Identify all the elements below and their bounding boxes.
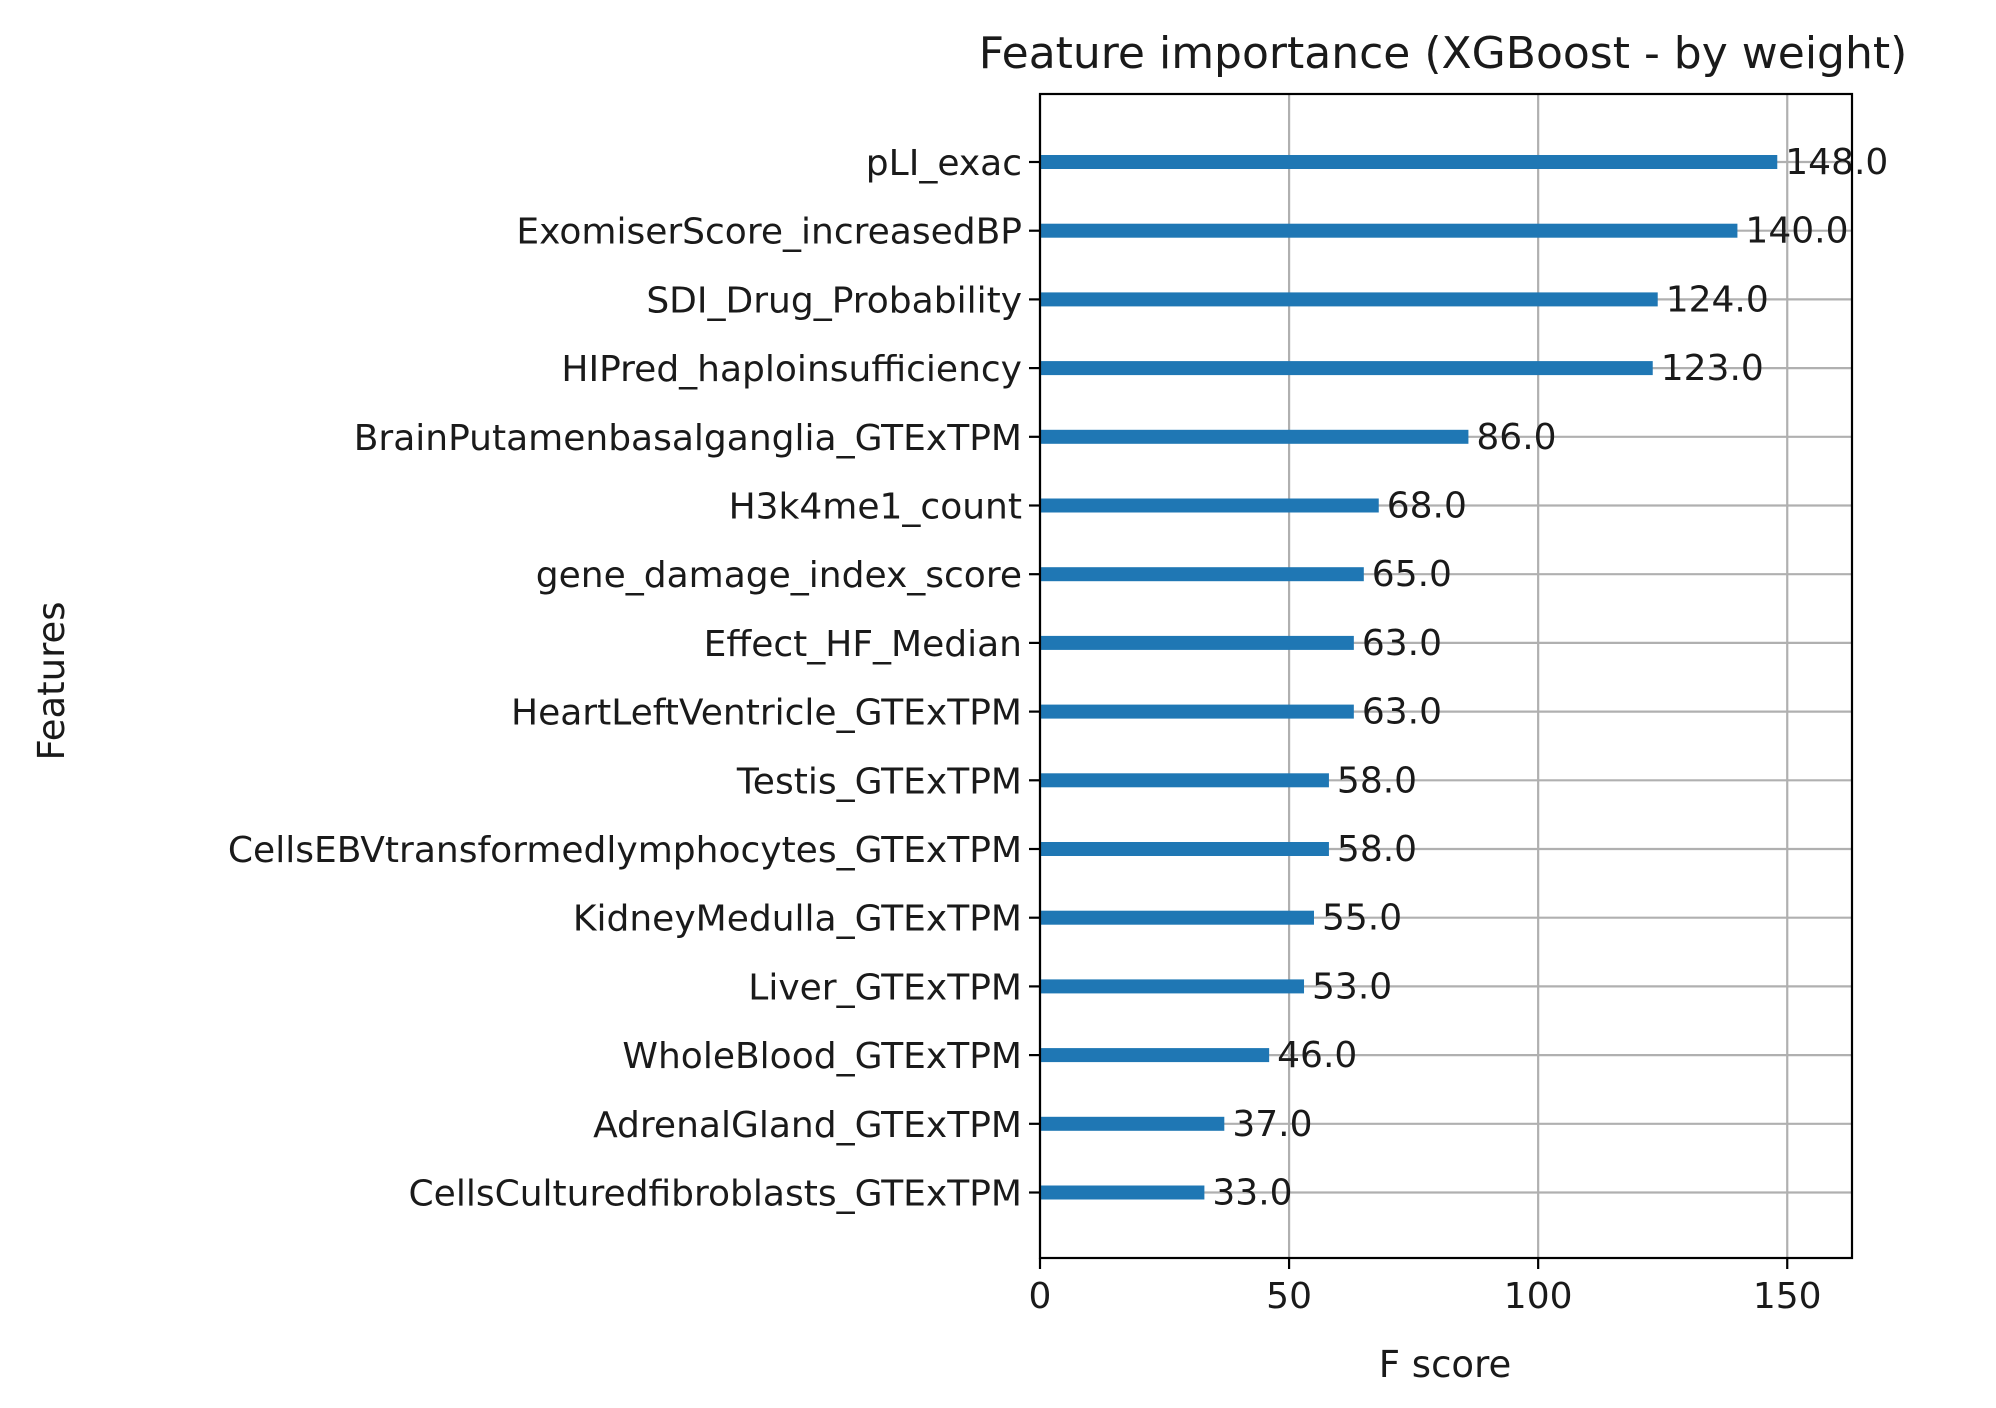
bar-value-label: 33.0 — [1212, 1173, 1292, 1214]
plot-frame — [1038, 92, 1854, 1260]
y-tick-label: ExomiserScore_increasedBP — [516, 212, 1022, 253]
bar-value-label: 58.0 — [1337, 829, 1417, 870]
x-tick-label: 150 — [1753, 1276, 1822, 1317]
data-labels: 148.0 140.0 124.0 123.0 86.068.0 65.0 63.0 63.0… — [1212, 142, 1888, 1214]
bar — [1040, 1185, 1205, 1200]
bar — [1040, 223, 1738, 238]
bar-value-label: 63.0 — [1362, 623, 1442, 664]
x-tick-label: 100 — [1504, 1276, 1573, 1317]
bar-value-label: 148.0 — [1785, 142, 1888, 183]
y-tick-label: gene_damage_index_score — [536, 555, 1022, 596]
bar — [1040, 842, 1329, 856]
x-tick-label: 0 — [1029, 1276, 1052, 1317]
x-axis-title: F score — [1379, 1343, 1511, 1386]
y-tick-labels: pLI_exac ExomiserScore_increasedBP SDI_Dru… — [228, 143, 1022, 1215]
bar-value-label: 53.0 — [1312, 966, 1392, 1007]
y-tick-label: CellsCulturedfibroblasts_GTExTPM — [409, 1174, 1022, 1215]
bar-value-label: 55.0 — [1322, 898, 1402, 939]
bar-value-label: 63.0 — [1362, 692, 1442, 733]
bar-value-label: 68.0 — [1387, 486, 1467, 527]
bar-value-label: 140.0 — [1745, 211, 1848, 252]
bar — [1040, 292, 1658, 307]
y-tick-label: H3k4me1_count — [729, 487, 1022, 528]
y-tick-label: KidneyMedulla_GTExTPM — [573, 899, 1022, 940]
y-tick-label: BrainPutamenbasalganglia_GTExTPM — [354, 418, 1022, 459]
bar — [1040, 635, 1354, 650]
bar — [1040, 361, 1653, 376]
y-tick-label: SDI_Drug_Probability — [646, 280, 1022, 321]
y-tick-label: Liver_GTExTPM — [748, 967, 1022, 1008]
y-tick-label: AdrenalGland_GTExTPM — [593, 1105, 1022, 1146]
y-tick-label: pLI_exac — [866, 143, 1022, 184]
bar — [1040, 498, 1379, 513]
bar-value-label: 86.0 — [1476, 417, 1556, 458]
y-tick-label: HeartLeftVentricle_GTExTPM — [511, 693, 1022, 734]
bar — [1040, 429, 1469, 444]
x-axis: 0 50 100 150 — [1029, 160, 1822, 1317]
bar — [1040, 1116, 1225, 1131]
y-tick-label: HIPred_haploinsufficiency — [561, 349, 1022, 390]
bars — [1040, 155, 1778, 1200]
bar-value-label: 124.0 — [1666, 279, 1769, 320]
bar-value-label: 46.0 — [1277, 1035, 1357, 1076]
bar-value-label: 65.0 — [1372, 554, 1452, 595]
bar — [1040, 704, 1354, 719]
bar — [1040, 1048, 1270, 1063]
bar — [1040, 979, 1305, 994]
bar-value-label: 123.0 — [1661, 348, 1764, 389]
y-axis-title: Features — [30, 601, 73, 760]
bar — [1040, 910, 1314, 925]
x-tick-label: 50 — [1266, 1276, 1312, 1317]
y-tick-label: Testis_GTExTPM — [736, 761, 1022, 802]
y-tick-label: Effect_HF_Median — [704, 624, 1022, 665]
y-tick-label: WholeBlood_GTExTPM — [622, 1036, 1022, 1077]
gridlines — [1038, 94, 1852, 1258]
bar-value-label: 37.0 — [1232, 1104, 1312, 1145]
bar — [1040, 567, 1364, 582]
bar-value-label: 58.0 — [1337, 760, 1417, 801]
y-tick-label: CellsEBVtransformedlymphocytes_GTExTPM — [228, 830, 1022, 871]
bar — [1040, 155, 1778, 169]
chart-title: Feature importance (XGBoost - by weight) — [979, 28, 1908, 79]
bar — [1040, 773, 1329, 788]
